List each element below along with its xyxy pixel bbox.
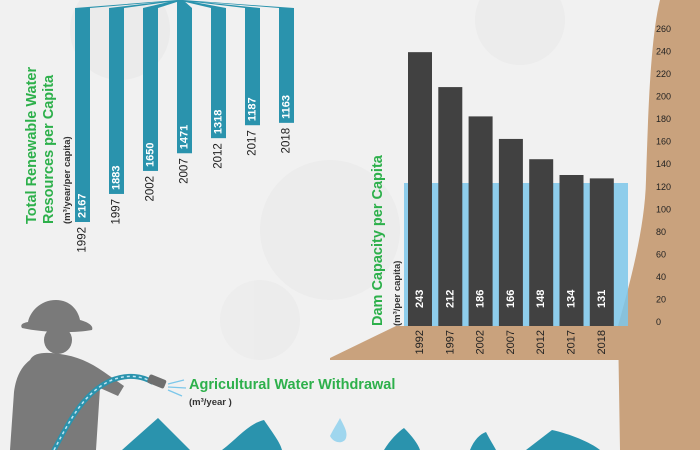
renewable-value-label: 1883	[111, 165, 123, 189]
dam-year-label: 2002	[475, 330, 487, 354]
ground-ramp	[330, 326, 700, 360]
renewable-year-labels: 1992 1997 2002 2007 2012 2017 2018	[77, 128, 293, 253]
dam-y-tick-label: 260	[656, 24, 671, 34]
renewable-year-label: 2018	[281, 128, 293, 154]
renewable-value-label: 1163	[281, 95, 293, 119]
dam-y-tick-label: 120	[656, 182, 671, 192]
water-drop-icon	[470, 432, 496, 450]
dam-year-labels: 1992 1997 2002 2007 2012 2017 2018	[414, 330, 608, 354]
dam-title-block: Dam Capacity per Capita (m³/per capita)	[370, 154, 403, 326]
agri-title: Agricultural Water Withdrawal	[189, 377, 395, 393]
renewable-fan-connector	[75, 0, 294, 8]
dam-y-tick-label: 200	[656, 92, 671, 102]
dam-capacity-chart: 243 212 186 166 148 134 131 1992 1997 2002 2007 20…	[330, 0, 700, 450]
renewable-bar	[245, 8, 260, 126]
hose-highlight	[53, 375, 153, 450]
water-drops	[122, 418, 600, 450]
renewable-value-label: 1187	[247, 97, 259, 121]
water-drop-icon	[122, 418, 190, 450]
renewable-bars: 2167 1883 1650 1471 1318 1187 1163	[75, 8, 294, 222]
dam-y-tick-label: 180	[656, 114, 671, 124]
dam-bars	[408, 52, 614, 327]
agri-unit: (m³/year )	[189, 397, 232, 408]
renewable-year-label: 1992	[77, 227, 89, 253]
dam-y-tick-label: 60	[656, 249, 666, 259]
renewable-title-line-2: Resources per Capita	[41, 74, 57, 224]
dam-value-label: 148	[535, 290, 547, 308]
renewable-bar	[211, 8, 226, 139]
renewable-year-label: 2012	[213, 143, 225, 169]
renewable-title: Total Renewable Water Resources per Capi…	[24, 63, 57, 224]
dam-value-label: 186	[475, 290, 487, 308]
dam-value-label: 243	[414, 290, 426, 308]
dam-bar	[559, 174, 584, 326]
water-drop-icon	[222, 420, 282, 450]
renewable-year-label: 2017	[247, 130, 259, 156]
dam-y-tick-label: 0	[656, 317, 661, 327]
renewable-year-label: 2007	[179, 158, 191, 184]
dam-y-tick-label: 220	[656, 69, 671, 79]
dam-value-label: 134	[566, 289, 578, 308]
dam-year-label: 2012	[535, 330, 547, 354]
water-drop-icon	[330, 418, 347, 443]
dam-y-tick-label: 20	[656, 294, 666, 304]
dam-y-tick-label: 40	[656, 272, 666, 282]
hose-nozzle-icon	[147, 374, 167, 389]
renewable-bar	[75, 8, 90, 222]
renewable-value-label: 1650	[145, 142, 157, 166]
dam-y-axis-ticks: 0 20 40 60 80 100 120 140 160 180 200 220 240 260	[656, 24, 671, 327]
dam-bar	[438, 87, 463, 326]
renewable-unit: (m³/year/per capita)	[62, 136, 73, 224]
renewable-year-label: 1997	[111, 199, 123, 225]
dam-unit: (m³/per capita)	[392, 261, 403, 326]
water-spray-icon	[167, 379, 187, 397]
renewable-bar	[177, 8, 192, 154]
dam-value-label: 166	[505, 290, 517, 308]
renewable-title-line-1: Total Renewable Water	[24, 67, 40, 224]
water-drop-icon	[384, 428, 420, 450]
dam-title: Dam Capacity per Capita	[370, 154, 386, 326]
dam-year-label: 2007	[505, 330, 517, 354]
dam-value-label: 212	[444, 290, 456, 308]
renewable-value-label: 1471	[179, 125, 191, 149]
dam-year-label: 1992	[414, 330, 426, 354]
renewable-bar	[143, 8, 158, 171]
renewable-value-label: 2167	[77, 194, 89, 218]
dam-bar	[529, 159, 554, 326]
dam-value-label: 131	[596, 290, 608, 308]
dam-bar	[468, 116, 493, 327]
renewable-value-label: 1318	[213, 110, 225, 134]
dam-y-tick-label: 100	[656, 204, 671, 214]
farmer-silhouette-icon	[10, 300, 124, 450]
dam-y-tick-label: 160	[656, 137, 671, 147]
dam-bar	[498, 138, 523, 326]
renewable-title-block: Total Renewable Water Resources per Capi…	[24, 63, 73, 224]
dam-bar	[408, 52, 432, 327]
water-drop-icon	[526, 430, 600, 450]
renewable-bar	[279, 8, 294, 123]
renewable-water-chart: 2167 1883 1650 1471 1318 1187 1163 1992 1997 200…	[75, 0, 294, 253]
dam-year-label: 1997	[444, 330, 456, 354]
dam-y-tick-label: 140	[656, 159, 671, 169]
renewable-bar	[109, 8, 124, 194]
renewable-year-label: 2002	[145, 176, 157, 202]
dam-y-tick-label: 240	[656, 47, 671, 57]
dam-bar	[589, 178, 614, 326]
dam-year-label: 2017	[566, 330, 578, 354]
dam-value-labels: 243 212 186 166 148 134 131	[414, 289, 608, 308]
dam-year-label: 2018	[596, 330, 608, 354]
dam-y-tick-label: 80	[656, 227, 666, 237]
